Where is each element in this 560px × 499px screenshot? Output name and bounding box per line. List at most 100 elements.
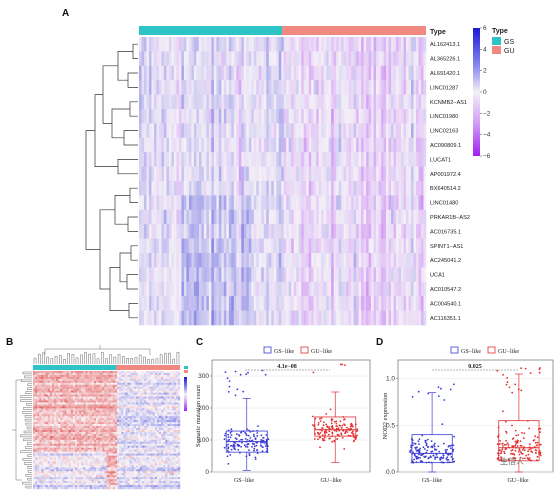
heatmap-cell [363, 65, 367, 81]
heatmap-cell [283, 80, 287, 95]
heatmap-b-cell [96, 404, 99, 407]
heatmap-cell [228, 37, 232, 52]
heatmap-cell [336, 137, 339, 153]
heatmap-cell [206, 94, 210, 110]
heatmap-b-cell [93, 433, 97, 437]
heatmap-cell [321, 253, 324, 268]
heatmap-cell [283, 94, 287, 110]
heatmap-b-cell [54, 390, 57, 393]
heatmap-b-cell [77, 376, 80, 380]
heatmap-b-cell [138, 408, 141, 411]
heatmap-cell [228, 123, 232, 139]
heatmap-b-cell [133, 392, 137, 395]
heatmap-b-cell [117, 386, 120, 389]
heatmap-b-cell [169, 371, 172, 374]
heatmap-b-cell [135, 400, 139, 403]
heatmap-b-cell [37, 416, 40, 419]
heatmap-cell [206, 181, 210, 196]
heatmap-cell [321, 310, 324, 326]
heatmap-b-cell [171, 416, 174, 419]
heatmap-b-cell [129, 380, 132, 383]
heatmap-cell [403, 281, 407, 297]
heatmap-b-cell [41, 433, 44, 437]
dendrogram-b-branch [143, 356, 146, 364]
dendrogram-branch [85, 130, 100, 250]
heatmap-cell [161, 123, 165, 139]
heatmap-b-cell [64, 430, 67, 433]
heatmap-b-cell [47, 422, 50, 425]
heatmap-cell [191, 51, 195, 67]
heatmap-cell [139, 195, 142, 211]
heatmap-b-cell [154, 410, 158, 413]
heatmap-cell [303, 152, 307, 167]
heatmap-cell [393, 296, 397, 311]
heatmap-cell [153, 253, 157, 268]
heatmap-b-cell [114, 372, 118, 376]
heatmap-cell [248, 181, 252, 196]
heatmap-cell [156, 281, 160, 297]
heatmap-cell [201, 267, 205, 283]
heatmap-b-cell [33, 372, 36, 376]
heatmap-cell [153, 166, 157, 182]
heatmap-b-cell [104, 380, 107, 383]
heatmap-b-cell [33, 386, 36, 389]
heatmap-cell [286, 224, 290, 239]
heatmap-b-cell [119, 396, 122, 399]
heatmap-b-cell [140, 376, 143, 380]
heatmap-cell [241, 37, 245, 52]
heatmap-b-cell [81, 371, 84, 374]
heatmap-cell [208, 37, 212, 52]
heatmap-b-cell [110, 374, 113, 378]
heatmap-b-cell [89, 400, 92, 403]
heatmap-b-cell [135, 430, 139, 433]
heatmap-cell [326, 209, 329, 225]
heatmap-b-cell [64, 428, 67, 431]
heatmap-b-cell [60, 388, 63, 391]
heatmap-b-cell [127, 376, 130, 380]
heatmap-cell [413, 195, 417, 211]
heatmap-cell [408, 224, 412, 239]
heatmap-b-cell [169, 400, 172, 403]
heatmap-b-cell [152, 394, 155, 397]
heatmap-cell [323, 224, 327, 239]
heatmap-b-cell [167, 416, 170, 419]
heatmap-b-cell [77, 398, 80, 401]
heatmap-b-cell [49, 404, 53, 407]
heatmap-cell [161, 310, 165, 326]
heatmap-b-cell [104, 414, 107, 417]
heatmap-b-cell [119, 428, 122, 431]
heatmap-b-cell [167, 430, 170, 433]
heatmap-cell [256, 209, 260, 225]
heatmap-b-cell [173, 426, 176, 429]
heatmap-b-cell [114, 384, 118, 387]
heatmap-cell [383, 37, 387, 52]
heatmap-cell [148, 166, 152, 182]
heatmap-b-cell [125, 435, 128, 439]
heatmap-b-cell [41, 431, 44, 435]
heatmap-cell [351, 209, 354, 225]
heatmap-cell [191, 137, 195, 153]
heatmap-b-cell [135, 378, 139, 382]
heatmap-b-cell [177, 435, 181, 439]
heatmap-b-cell [56, 378, 59, 382]
heatmap-b-cell [177, 406, 181, 409]
heatmap-cell [316, 137, 319, 153]
heatmap-b-cell [175, 382, 179, 385]
heatmap-b-cell [98, 372, 101, 376]
heatmap-cell [396, 253, 399, 268]
heatmap-cell [271, 65, 275, 81]
heatmap-cell [261, 51, 265, 67]
heatmap-cell [278, 94, 282, 110]
heatmap-cell [401, 253, 404, 268]
heatmap-cell [231, 238, 235, 254]
heatmap-b-cell [77, 441, 80, 444]
heatmap-cell [323, 253, 327, 268]
heatmap-cell [351, 80, 354, 95]
heatmap-b-cell [37, 428, 40, 431]
heatmap-cell [363, 238, 367, 254]
heatmap-b-cell [56, 400, 59, 403]
heatmap-b-cell [146, 386, 149, 389]
heatmap-b-cell [154, 430, 158, 433]
heatmap-cell [366, 37, 369, 52]
heatmap-b-cell [104, 439, 107, 442]
